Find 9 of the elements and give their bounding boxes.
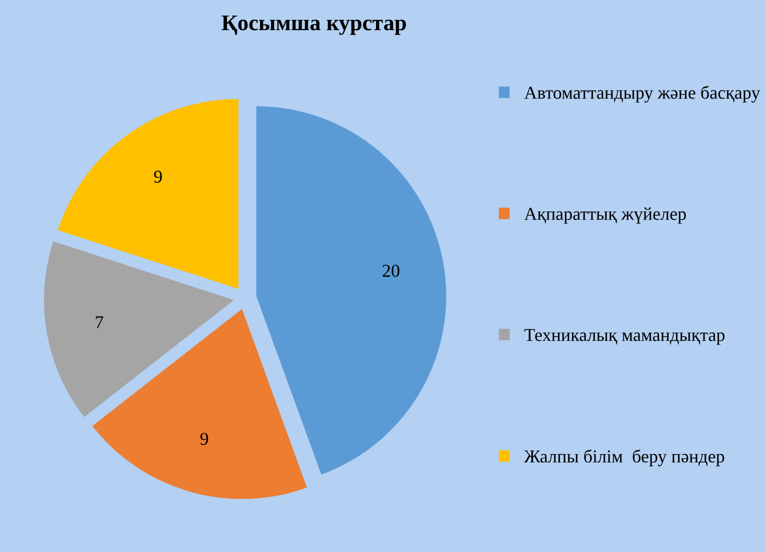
legend-label: Жалпы білім беру пәндер [524, 449, 724, 466]
data-label: 7 [96, 316, 104, 328]
legend-label: Автоматтандыру және басқару [524, 86, 760, 103]
chart-title: Қосымша курстар [222, 16, 406, 35]
data-label: 9 [154, 170, 162, 183]
legend-label: Ақпараттық жүйелер [524, 207, 686, 224]
legend-label: Техникалық мамандықтар [524, 329, 725, 345]
data-label: 9 [200, 432, 208, 445]
data-label: 20 [382, 264, 400, 277]
